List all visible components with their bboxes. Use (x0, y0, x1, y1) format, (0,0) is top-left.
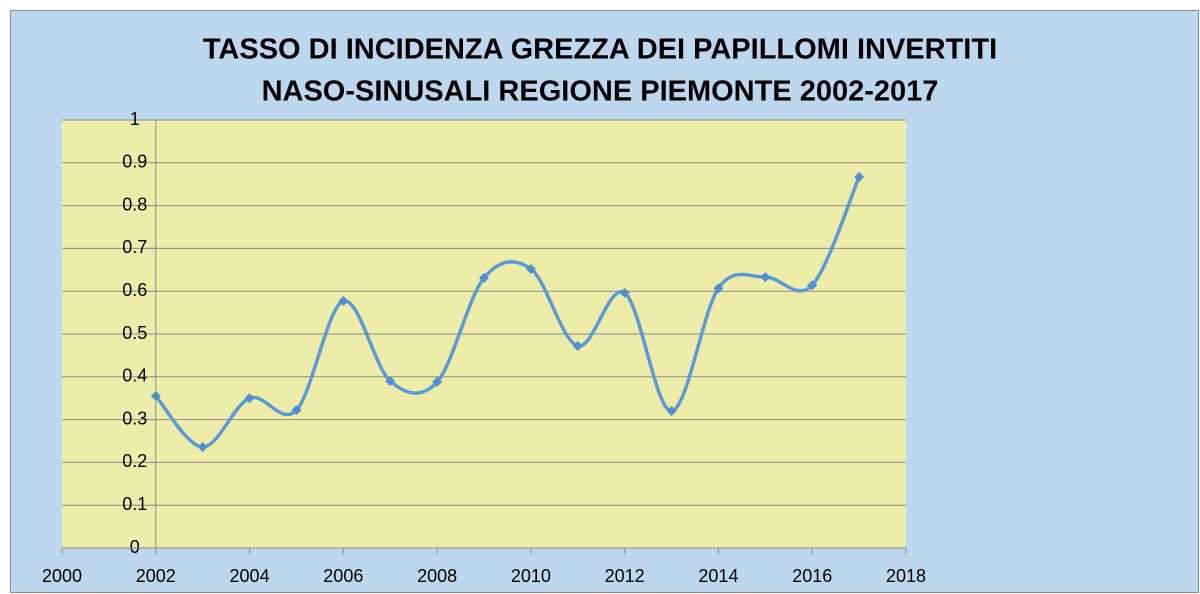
chart-title: NASO-SINUSALI REGIONE PIEMONTE 2002-2017 (262, 76, 939, 108)
marker (244, 393, 255, 404)
marker (150, 391, 161, 402)
y-tick-label: 0.5 (122, 323, 147, 343)
marker (572, 340, 583, 351)
marker (385, 376, 396, 387)
y-tick-label: 0.9 (122, 152, 147, 172)
y-tick-label: 0 (130, 537, 140, 557)
marker (713, 283, 724, 294)
marker (338, 296, 349, 307)
x-tick-label: 2012 (605, 566, 645, 586)
marker (197, 441, 208, 452)
marker (432, 376, 443, 387)
x-tick-label: 2002 (136, 566, 176, 586)
y-tick-label: 1 (130, 109, 140, 129)
x-tick-label: 2006 (323, 566, 363, 586)
y-tick-label: 0.1 (122, 494, 147, 514)
marker (666, 406, 677, 417)
marker (479, 272, 489, 283)
marker (525, 263, 536, 274)
y-tick-label: 0.3 (122, 408, 147, 428)
y-tick-label: 0.4 (122, 366, 147, 386)
y-tick-label: 0.6 (122, 280, 147, 300)
marker (807, 280, 818, 291)
marker (619, 287, 630, 298)
marker (291, 405, 302, 416)
y-tick-label: 0.8 (122, 194, 147, 214)
marker (854, 171, 865, 182)
x-tick-label: 2008 (417, 566, 457, 586)
y-tick-label: 0.2 (122, 451, 147, 471)
x-tick-label: 2016 (792, 566, 832, 586)
x-tick-label: 2010 (511, 566, 551, 586)
marker (760, 272, 771, 283)
line (154, 176, 861, 449)
x-tick-label: 2004 (230, 566, 270, 586)
x-tick-label: 2014 (698, 566, 738, 586)
x-tick-label: 2018 (886, 566, 926, 586)
y-tick-label: 0.7 (122, 237, 147, 257)
x-tick-label: 2000 (42, 566, 82, 586)
chart-title: TASSO DI INCIDENZA GREZZA DEI PAPILLOMI … (203, 34, 997, 66)
